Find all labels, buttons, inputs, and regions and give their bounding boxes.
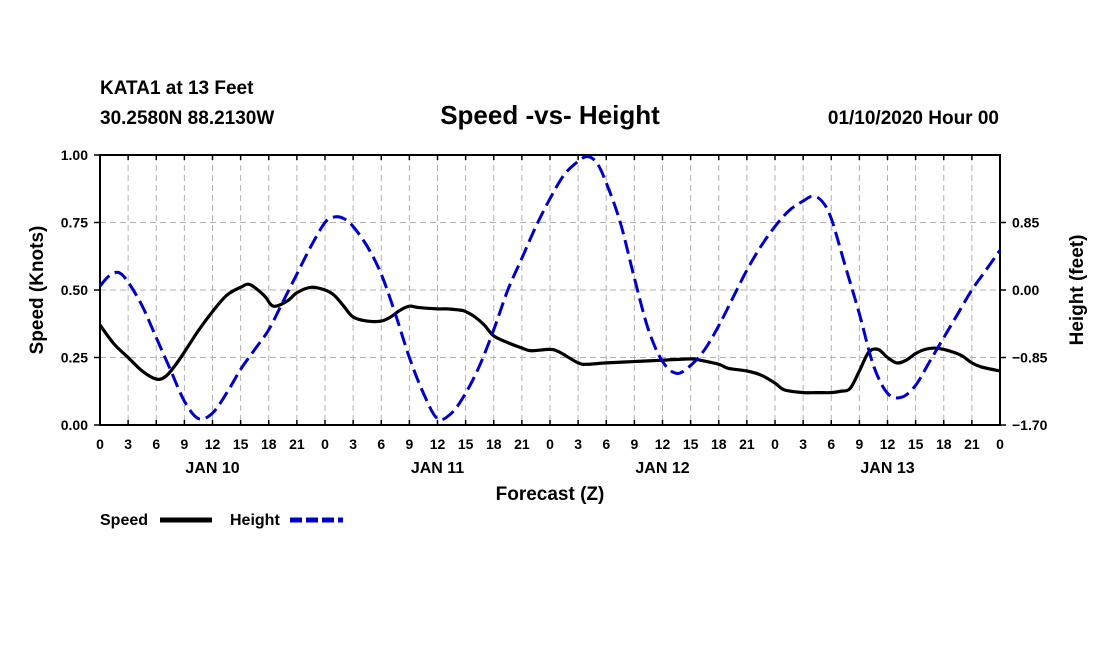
x-tick-label: 0 xyxy=(546,436,554,452)
grid-lines xyxy=(100,155,1000,425)
y-left-tick-label: 0.00 xyxy=(61,417,88,433)
x-tick-label: 0 xyxy=(321,436,329,452)
legend-height-label: Height xyxy=(230,512,280,529)
x-tick-label: 0 xyxy=(771,436,779,452)
y-left-tick-label: 0.25 xyxy=(61,350,88,366)
legend-speed-label: Speed xyxy=(100,512,148,529)
coordinates-label: 30.2580N 88.2130W xyxy=(100,108,274,129)
day-label: JAN 12 xyxy=(635,460,689,477)
x-tick-label: 0 xyxy=(996,436,1004,452)
axis-ticks xyxy=(94,154,1006,426)
chart-title: Speed -vs- Height xyxy=(440,100,660,130)
x-tick-label: 0 xyxy=(96,436,104,452)
y-right-tick-label: −0.85 xyxy=(1012,350,1048,366)
x-tick-label: 12 xyxy=(205,436,221,452)
x-tick-label: 9 xyxy=(180,436,188,452)
y-right-tick-label: 0.85 xyxy=(1012,215,1039,231)
x-tick-label: 6 xyxy=(827,436,835,452)
y-left-tick-label: 1.00 xyxy=(61,147,88,163)
y-axis-left-title: Speed (Knots) xyxy=(27,226,48,355)
data-series xyxy=(98,155,1002,422)
x-tick-label: 15 xyxy=(233,436,249,452)
x-tick-label: 21 xyxy=(289,436,305,452)
x-tick-label: 21 xyxy=(964,436,980,452)
series-height-line xyxy=(98,155,1002,422)
x-tick-label: 15 xyxy=(458,436,474,452)
x-tick-label: 12 xyxy=(880,436,896,452)
x-tick-label: 15 xyxy=(908,436,924,452)
x-tick-label: 15 xyxy=(683,436,699,452)
series-speed-line xyxy=(98,282,1001,395)
x-tick-label: 3 xyxy=(124,436,132,452)
legend: Speed Height xyxy=(100,512,343,529)
axis-tick-labels: 0 3 6 9 12 15 18 21 0 3 6 9 12 15 18 21 0 3 6 9 12 15 18 21 0 3 6 9… xyxy=(61,147,1048,477)
day-label: JAN 10 xyxy=(185,460,239,477)
x-tick-label: 21 xyxy=(739,436,755,452)
x-tick-label: 18 xyxy=(261,436,277,452)
x-tick-label: 3 xyxy=(799,436,807,452)
x-tick-label: 6 xyxy=(152,436,160,452)
x-tick-label: 6 xyxy=(602,436,610,452)
x-axis-title: Forecast (Z) xyxy=(496,484,605,505)
y-left-tick-label: 0.75 xyxy=(61,215,88,231)
x-tick-label: 18 xyxy=(486,436,502,452)
x-tick-label: 12 xyxy=(655,436,671,452)
x-tick-label: 9 xyxy=(855,436,863,452)
day-label: JAN 11 xyxy=(411,460,464,477)
x-tick-label: 9 xyxy=(405,436,413,452)
x-tick-label: 18 xyxy=(711,436,727,452)
y-axis-right-title: Height (feet) xyxy=(1067,235,1088,346)
forecast-date-label: 01/10/2020 Hour 00 xyxy=(828,108,999,129)
y-left-tick-label: 0.50 xyxy=(61,282,88,298)
day-label: JAN 13 xyxy=(860,460,914,477)
x-tick-label: 3 xyxy=(574,436,582,452)
x-tick-label: 3 xyxy=(349,436,357,452)
x-tick-label: 9 xyxy=(630,436,638,452)
x-tick-label: 12 xyxy=(430,436,446,452)
y-right-tick-label: −1.70 xyxy=(1012,417,1048,433)
x-tick-label: 18 xyxy=(936,436,952,452)
station-label: KATA1 at 13 Feet xyxy=(100,78,254,99)
x-tick-label: 6 xyxy=(377,436,385,452)
x-tick-label: 21 xyxy=(514,436,530,452)
y-right-tick-label: 0.00 xyxy=(1012,282,1039,298)
